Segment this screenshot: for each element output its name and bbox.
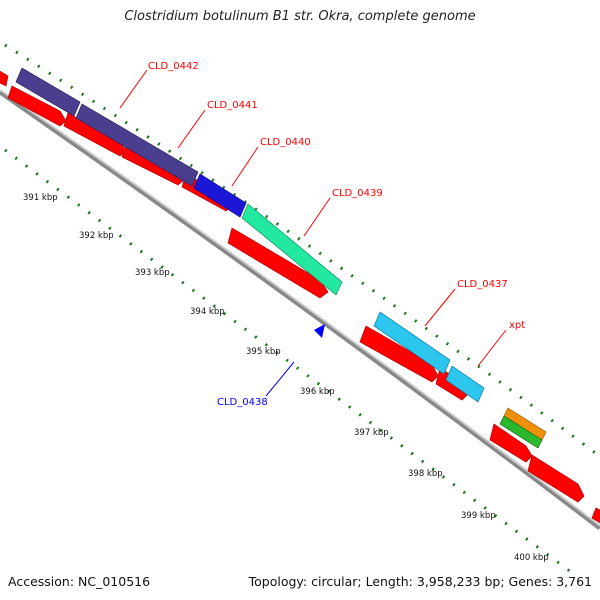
- gene-label-cld-0438: CLD_0438: [217, 397, 268, 408]
- tick-label: 395 kbp: [246, 347, 281, 357]
- gene-label-cld-0442: CLD_0442: [148, 61, 199, 72]
- genome-title: Clostridium botulinum B1 str. Okra, comp…: [124, 9, 476, 24]
- gene-label-cld-0437: CLD_0437: [457, 279, 508, 290]
- cds-arrow: [591, 507, 600, 524]
- gene-labels: CLD_0442 CLD_0441 CLD_0440 CLD_0439 CLD_…: [148, 61, 525, 408]
- gene-bar-green: [499, 415, 543, 449]
- tick-label: 399 kbp: [461, 511, 496, 521]
- tick-label: 397 kbp: [354, 428, 389, 438]
- gene-bar-cld-0442: [15, 67, 81, 117]
- cds-arrow: [527, 454, 585, 503]
- gene-bar-cld-0440: [193, 173, 247, 218]
- gene-bar-cld-0441: [75, 103, 199, 187]
- tick-label: 392 kbp: [79, 231, 114, 241]
- cds-arrow: [7, 85, 67, 127]
- gene-bar-xpt: [445, 365, 485, 403]
- tick-label: 391 kbp: [23, 193, 58, 203]
- cds-arrow: [489, 423, 533, 463]
- tick-label: 393 kbp: [135, 268, 170, 278]
- tick-label: 400 kbp: [514, 553, 549, 563]
- cds-arrow: [227, 227, 329, 299]
- tick-label: 394 kbp: [190, 307, 225, 317]
- cds-arrow: [0, 70, 9, 87]
- tick-label: 396 kbp: [300, 387, 335, 397]
- gene-label-cld-0441: CLD_0441: [207, 100, 258, 111]
- tick-label: 398 kbp: [408, 469, 443, 479]
- feature-track: [15, 67, 547, 449]
- gene-label-cld-0439: CLD_0439: [332, 188, 383, 199]
- gene-label-cld-0440: CLD_0440: [260, 137, 311, 148]
- genome-backbone: [0, 89, 600, 530]
- gene-bar-cld-0438: [314, 324, 325, 338]
- gene-label-xpt: xpt: [509, 320, 525, 331]
- gene-bar-cld-0439: [241, 203, 343, 296]
- gene-bar-cld-0437: [373, 311, 451, 375]
- label-leaders: [119, 69, 507, 397]
- genome-summary: Topology: circular; Length: 3,958,233 bp…: [248, 574, 592, 589]
- scale-labels: 391 kbp 392 kbp 393 kbp 394 kbp 395 kbp …: [23, 193, 549, 563]
- cds-track: [0, 70, 600, 524]
- accession-label: Accession: NC_010516: [8, 574, 151, 589]
